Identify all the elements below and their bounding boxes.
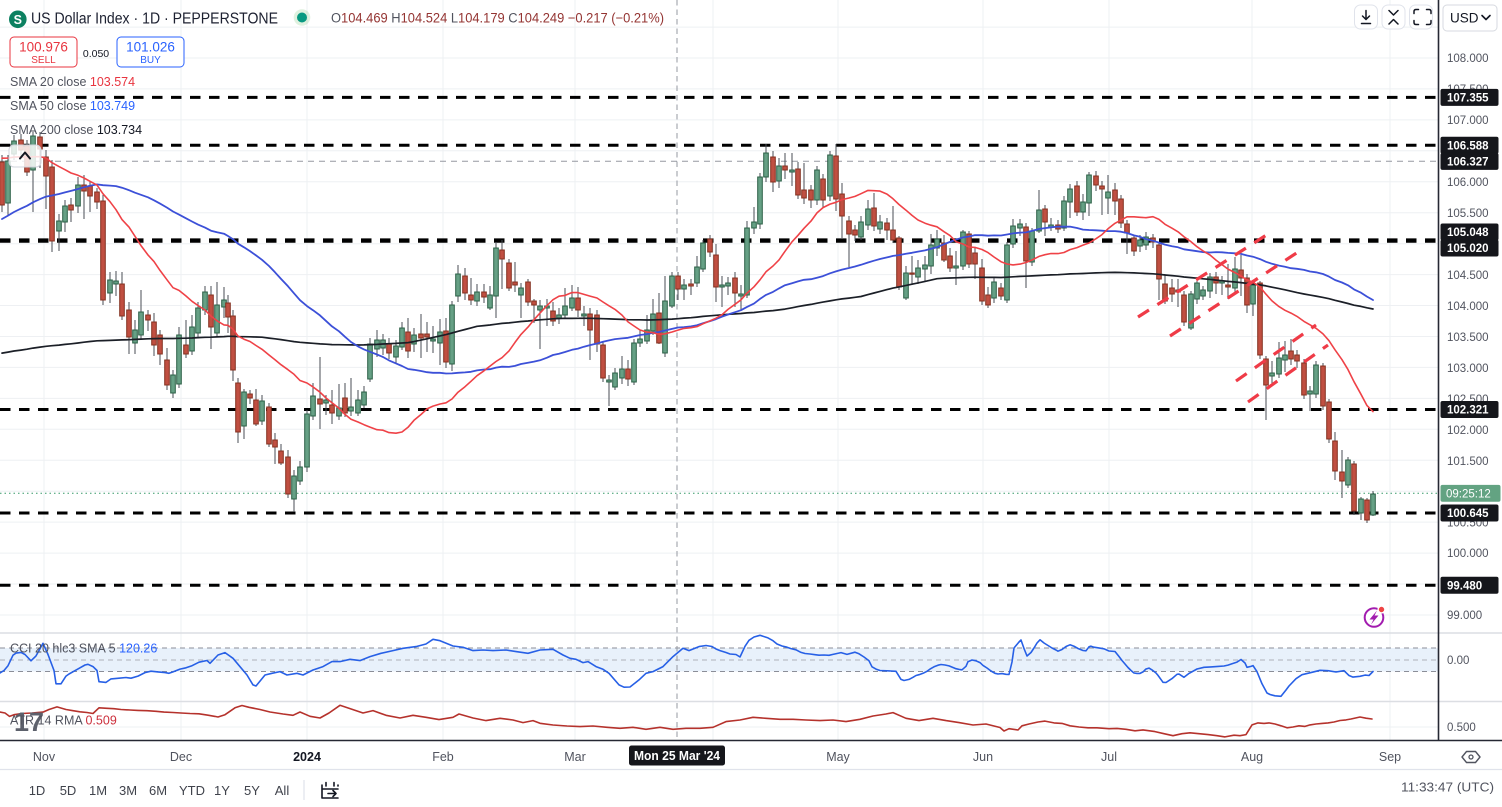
- svg-text:107.000: 107.000: [1447, 115, 1489, 127]
- svg-text:104.500: 104.500: [1447, 270, 1489, 282]
- svg-text:Aug: Aug: [1241, 750, 1263, 764]
- svg-text:6M: 6M: [149, 783, 167, 798]
- svg-text:5Y: 5Y: [244, 783, 260, 798]
- svg-text:0.00: 0.00: [1447, 655, 1469, 667]
- svg-text:103.000: 103.000: [1447, 363, 1489, 375]
- svg-text:1M: 1M: [89, 783, 107, 798]
- svg-text:SMA 200 close 103.734: SMA 200 close 103.734: [10, 123, 142, 137]
- svg-text:1D: 1D: [29, 783, 46, 798]
- svg-text:106.000: 106.000: [1447, 177, 1489, 189]
- svg-text:SMA 50 close 103.749: SMA 50 close 103.749: [10, 99, 135, 113]
- svg-text:1Y: 1Y: [214, 783, 230, 798]
- svg-text:106.588: 106.588: [1447, 140, 1489, 152]
- svg-text:100.645: 100.645: [1447, 508, 1489, 520]
- svg-text:S: S: [14, 13, 22, 27]
- svg-text:May: May: [826, 750, 850, 764]
- svg-text:2024: 2024: [293, 750, 321, 764]
- svg-text:17: 17: [14, 707, 44, 737]
- svg-text:101.500: 101.500: [1447, 456, 1489, 468]
- svg-text:102.000: 102.000: [1447, 425, 1489, 437]
- svg-text:3M: 3M: [119, 783, 137, 798]
- svg-text:101.026: 101.026: [126, 40, 175, 55]
- svg-text:Nov: Nov: [33, 750, 56, 764]
- svg-text:Dec: Dec: [170, 750, 192, 764]
- svg-text:107.355: 107.355: [1447, 92, 1489, 104]
- svg-text:Mon 25 Mar '24: Mon 25 Mar '24: [634, 749, 720, 763]
- svg-text:SMA 20 close 103.574: SMA 20 close 103.574: [10, 75, 135, 89]
- svg-text:0.050: 0.050: [83, 48, 109, 60]
- svg-text:Jul: Jul: [1101, 750, 1117, 764]
- svg-text:ATR 14 RMA 0.509: ATR 14 RMA 0.509: [10, 714, 117, 728]
- svg-text:108.000: 108.000: [1447, 53, 1489, 65]
- svg-text:09:25:12: 09:25:12: [1446, 489, 1491, 501]
- svg-text:SELL: SELL: [31, 55, 56, 66]
- svg-text:106.327: 106.327: [1447, 156, 1489, 168]
- svg-text:105.020: 105.020: [1447, 243, 1489, 255]
- svg-text:105.048: 105.048: [1447, 227, 1489, 239]
- svg-text:US Dollar Index · 1D · PEPPERS: US Dollar Index · 1D · PEPPERSTONE: [31, 11, 278, 28]
- svg-text:11:33:47 (UTC): 11:33:47 (UTC): [1401, 780, 1494, 795]
- svg-text:0.500: 0.500: [1447, 722, 1476, 734]
- svg-text:Feb: Feb: [432, 750, 454, 764]
- svg-text:104.000: 104.000: [1447, 301, 1489, 313]
- svg-text:Mar: Mar: [564, 750, 586, 764]
- svg-text:105.500: 105.500: [1447, 208, 1489, 220]
- svg-text:CCI 20 hlc3 SMA 5 120.26: CCI 20 hlc3 SMA 5 120.26: [10, 642, 157, 656]
- svg-text:99.480: 99.480: [1447, 580, 1482, 592]
- svg-text:5D: 5D: [60, 783, 77, 798]
- svg-text:YTD: YTD: [179, 783, 205, 798]
- svg-text:All: All: [275, 783, 290, 798]
- svg-text:Jun: Jun: [973, 750, 993, 764]
- svg-text:USD: USD: [1450, 11, 1479, 26]
- svg-text:102.321: 102.321: [1447, 405, 1489, 417]
- svg-text:O104.469 H104.524 L104.179 C10: O104.469 H104.524 L104.179 C104.249 −0.2…: [331, 11, 664, 26]
- svg-text:Sep: Sep: [1379, 750, 1401, 764]
- svg-text:99.000: 99.000: [1447, 610, 1482, 622]
- svg-text:103.500: 103.500: [1447, 332, 1489, 344]
- svg-text:100.000: 100.000: [1447, 548, 1489, 560]
- svg-text:BUY: BUY: [140, 55, 161, 66]
- svg-text:100.976: 100.976: [19, 40, 68, 55]
